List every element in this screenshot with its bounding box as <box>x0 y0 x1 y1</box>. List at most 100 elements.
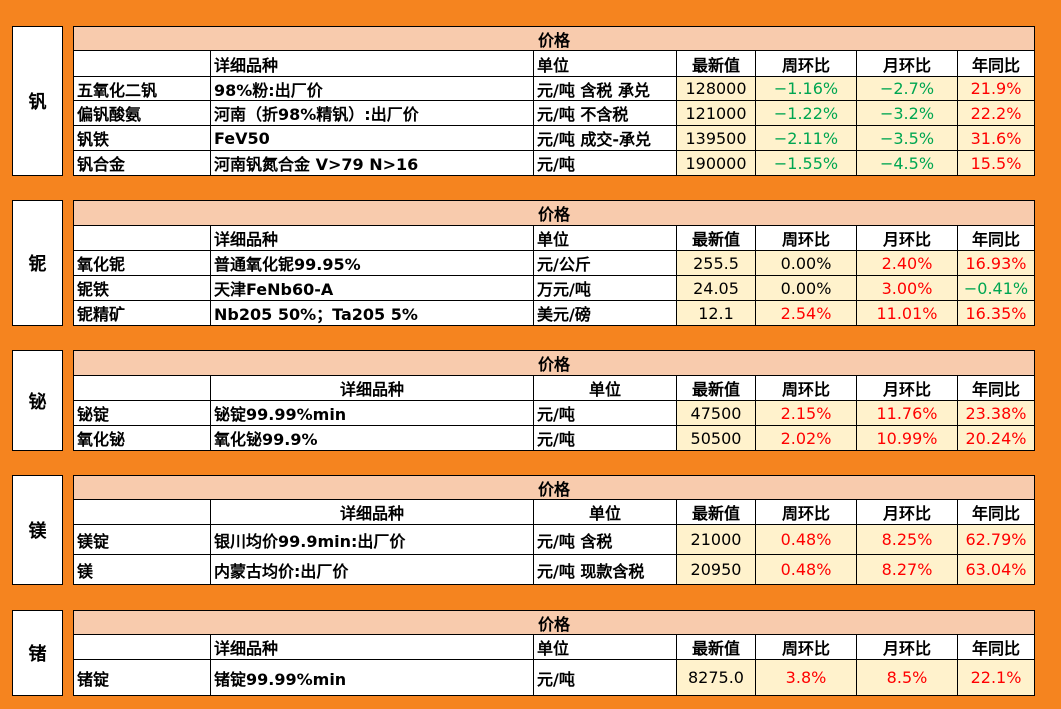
latest-value: 8275.0 <box>677 660 756 696</box>
unit: 元/吨 成交-承兑 <box>534 126 677 151</box>
product-name: 铋锭 <box>74 401 211 426</box>
unit: 元/吨 <box>534 401 677 426</box>
product-detail: 内蒙古均价:出厂价 <box>211 555 534 585</box>
price-table: 价格 详细品种 单位 最新值 周环比 月环比 年同比 镁锭 银川均价99.9min:出厂价 元/吨… <box>73 475 1035 585</box>
column-header: 月环比 <box>857 51 958 77</box>
change-value: 3.00% <box>857 276 958 301</box>
metal-label: 铌 <box>12 200 63 326</box>
product-name: 锗锭 <box>74 660 211 696</box>
latest-value: 20950 <box>677 555 756 585</box>
column-header: 月环比 <box>857 500 958 525</box>
header-blank <box>74 51 211 77</box>
change-value: 3.8% <box>756 660 857 696</box>
unit: 元/吨 <box>534 660 677 696</box>
table-header: 价格 <box>74 611 1035 635</box>
column-header: 周环比 <box>756 376 857 401</box>
change-value: 8.27% <box>857 555 958 585</box>
unit: 元/吨 不含税 <box>534 101 677 126</box>
change-value: −4.5% <box>857 151 958 176</box>
latest-value: 128000 <box>677 77 756 101</box>
change-value: 0.48% <box>756 525 857 555</box>
change-value: 23.38% <box>958 401 1035 426</box>
change-value: −2.7% <box>857 77 958 101</box>
change-value: 21.9% <box>958 77 1035 101</box>
change-value: 11.76% <box>857 401 958 426</box>
table-header: 价格 <box>74 27 1035 51</box>
product-name: 镁锭 <box>74 525 211 555</box>
product-detail: 98%粉:出厂价 <box>211 77 534 101</box>
price-table: 价格 详细品种 单位 最新值 周环比 月环比 年同比 铋锭 铋锭99.99%min 元/吨 4750… <box>73 350 1035 451</box>
column-header: 单位 <box>534 500 677 525</box>
product-name: 氧化铌 <box>74 251 211 276</box>
change-value: 11.01% <box>857 301 958 326</box>
change-value: 0.00% <box>756 251 857 276</box>
column-header: 年同比 <box>958 226 1035 251</box>
metal-label: 锗 <box>12 610 63 696</box>
column-header: 最新值 <box>677 226 756 251</box>
latest-value: 139500 <box>677 126 756 151</box>
product-detail: 天津FeNb60-A <box>211 276 534 301</box>
header-blank <box>74 226 211 251</box>
column-header: 年同比 <box>958 500 1035 525</box>
change-value: 16.35% <box>958 301 1035 326</box>
column-header: 月环比 <box>857 635 958 660</box>
change-value: 2.15% <box>756 401 857 426</box>
change-value: 20.24% <box>958 426 1035 451</box>
column-header: 单位 <box>534 376 677 401</box>
change-value: 62.79% <box>958 525 1035 555</box>
change-value: 2.40% <box>857 251 958 276</box>
product-name: 偏钒酸氨 <box>74 101 211 126</box>
change-value: −2.11% <box>756 126 857 151</box>
product-detail: 银川均价99.9min:出厂价 <box>211 525 534 555</box>
change-value: 31.6% <box>958 126 1035 151</box>
header-blank <box>74 635 211 660</box>
change-value: −1.55% <box>756 151 857 176</box>
column-header: 月环比 <box>857 376 958 401</box>
table-header: 价格 <box>74 351 1035 376</box>
column-header: 单位 <box>534 226 677 251</box>
product-name: 五氧化二钒 <box>74 77 211 101</box>
latest-value: 121000 <box>677 101 756 126</box>
product-name: 铌铁 <box>74 276 211 301</box>
price-table: 价格 详细品种 单位 最新值 周环比 月环比 年同比 氧化铌 普通氧化铌99.95% 元/公斤 25… <box>73 200 1035 326</box>
column-header: 单位 <box>534 51 677 77</box>
latest-value: 12.1 <box>677 301 756 326</box>
unit: 元/吨 含税 承兑 <box>534 77 677 101</box>
change-value: −1.22% <box>756 101 857 126</box>
price-table: 价格 详细品种 单位 最新值 周环比 月环比 年同比 锗锭 锗锭99.99%min 元/吨 8275… <box>73 610 1035 696</box>
column-header: 月环比 <box>857 226 958 251</box>
column-header: 详细品种 <box>211 376 534 401</box>
change-value: 22.1% <box>958 660 1035 696</box>
unit: 万元/吨 <box>534 276 677 301</box>
column-header: 详细品种 <box>211 51 534 77</box>
product-detail: 氧化铋99.9% <box>211 426 534 451</box>
product-name: 氧化铋 <box>74 426 211 451</box>
change-value: 0.00% <box>756 276 857 301</box>
change-value: 0.48% <box>756 555 857 585</box>
change-value: 2.54% <box>756 301 857 326</box>
change-value: −0.41% <box>958 276 1035 301</box>
product-detail: 铋锭99.99%min <box>211 401 534 426</box>
metal-label: 铋 <box>12 350 63 451</box>
column-header: 详细品种 <box>211 500 534 525</box>
change-value: 16.93% <box>958 251 1035 276</box>
product-name: 铌精矿 <box>74 301 211 326</box>
column-header: 最新值 <box>677 500 756 525</box>
metal-label: 镁 <box>12 475 63 585</box>
product-name: 钒铁 <box>74 126 211 151</box>
product-name: 钒合金 <box>74 151 211 176</box>
column-header: 最新值 <box>677 51 756 77</box>
column-header: 单位 <box>534 635 677 660</box>
change-value: −3.5% <box>857 126 958 151</box>
price-table: 价格 详细品种 单位 最新值 周环比 月环比 年同比 五氧化二钒 98%粉:出厂价 元/吨 含税 … <box>73 26 1035 176</box>
latest-value: 24.05 <box>677 276 756 301</box>
change-value: −3.2% <box>857 101 958 126</box>
unit: 美元/磅 <box>534 301 677 326</box>
table-header: 价格 <box>74 476 1035 500</box>
product-detail: 锗锭99.99%min <box>211 660 534 696</box>
unit: 元/公斤 <box>534 251 677 276</box>
latest-value: 50500 <box>677 426 756 451</box>
latest-value: 21000 <box>677 525 756 555</box>
product-detail: 河南（折98%精钒）:出厂价 <box>211 101 534 126</box>
